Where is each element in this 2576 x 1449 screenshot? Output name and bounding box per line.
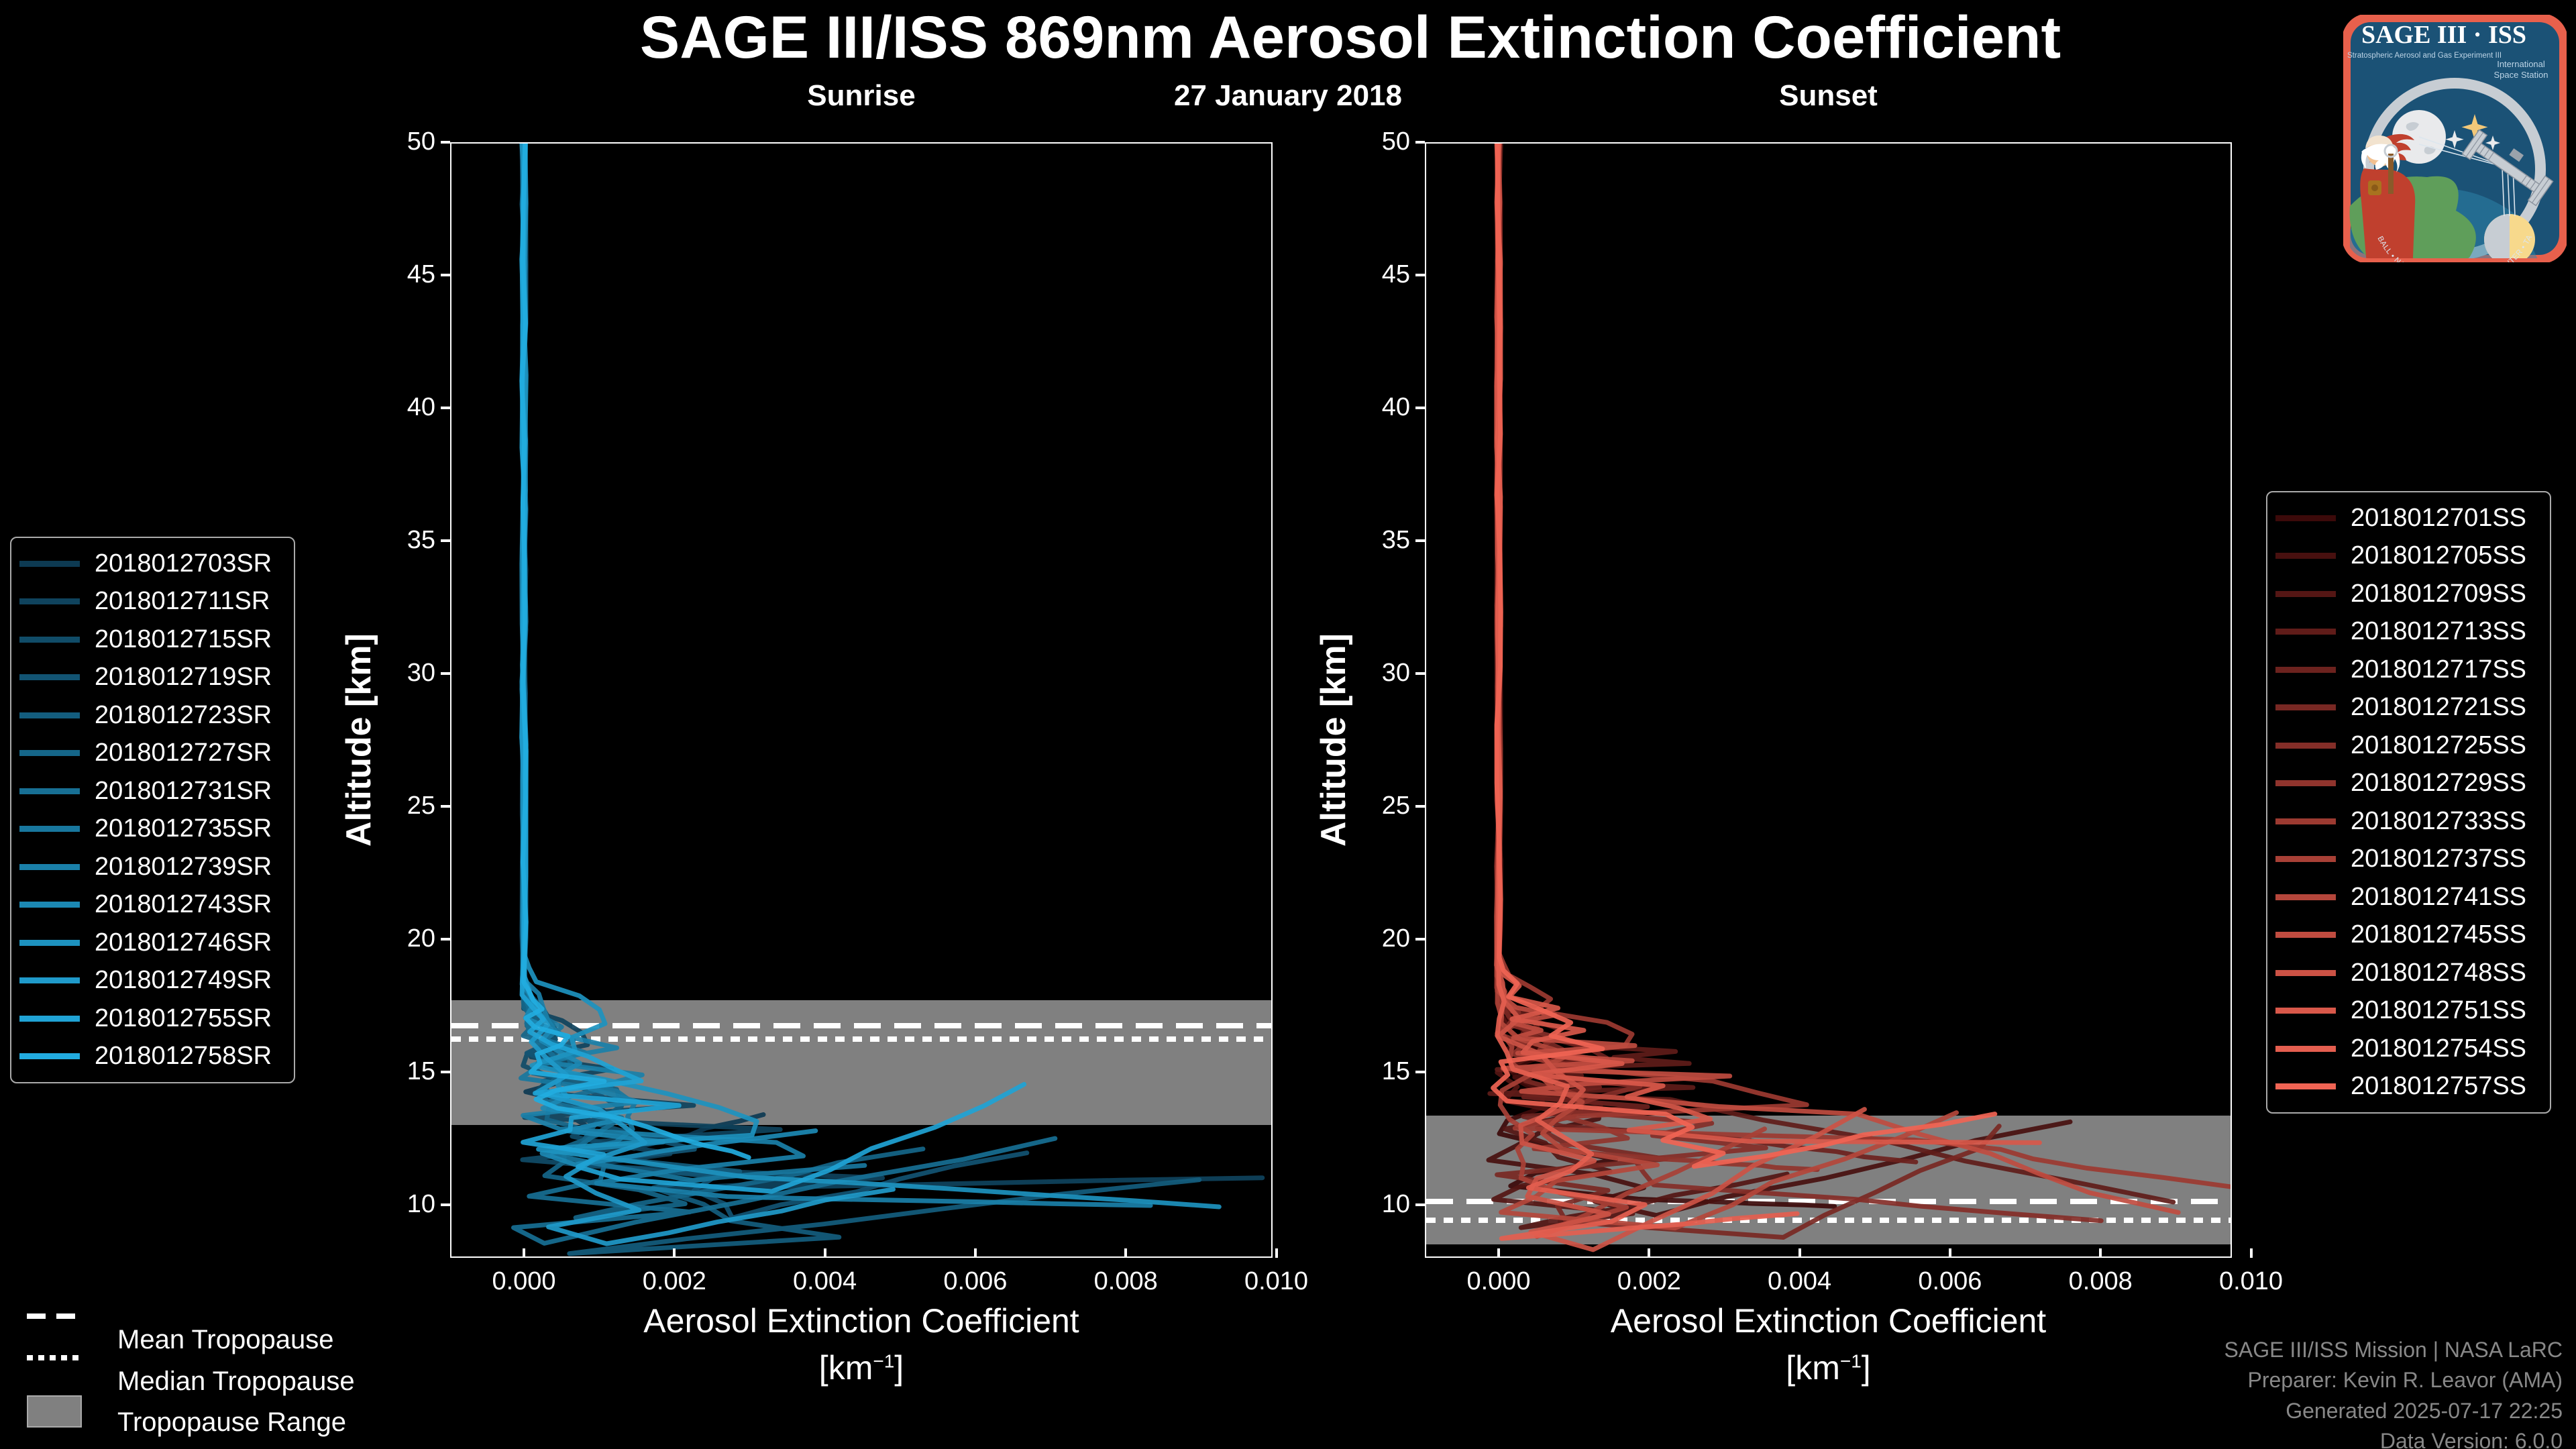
- svg-text:SAGE III · ISS: SAGE III · ISS: [2361, 21, 2526, 49]
- svg-text:Stratospheric Aerosol and Gas: Stratospheric Aerosol and Gas Experiment…: [2347, 52, 2502, 60]
- svg-text:Space Station: Space Station: [2494, 70, 2548, 80]
- svg-text:International: International: [2497, 59, 2545, 69]
